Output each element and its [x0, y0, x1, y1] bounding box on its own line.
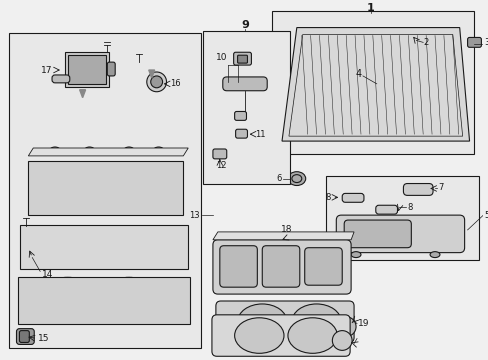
- Text: 9: 9: [241, 19, 249, 30]
- Polygon shape: [20, 225, 188, 269]
- Text: 18: 18: [281, 225, 292, 234]
- FancyBboxPatch shape: [99, 171, 139, 200]
- Text: 1: 1: [366, 3, 374, 13]
- Ellipse shape: [451, 58, 461, 66]
- FancyBboxPatch shape: [336, 215, 464, 253]
- Bar: [203, 31, 289, 184]
- Text: 14: 14: [42, 270, 53, 279]
- Polygon shape: [212, 232, 353, 240]
- FancyBboxPatch shape: [375, 205, 397, 214]
- Text: 7: 7: [437, 183, 443, 192]
- FancyBboxPatch shape: [160, 233, 182, 257]
- Text: 8: 8: [325, 193, 330, 202]
- Ellipse shape: [50, 147, 60, 153]
- Text: 11: 11: [255, 130, 265, 139]
- Bar: [326, 176, 478, 260]
- FancyBboxPatch shape: [35, 166, 89, 205]
- FancyBboxPatch shape: [42, 171, 82, 200]
- FancyBboxPatch shape: [344, 220, 410, 248]
- Text: 4: 4: [355, 69, 362, 79]
- Text: 15: 15: [38, 334, 50, 343]
- Ellipse shape: [350, 252, 360, 257]
- Text: 3: 3: [484, 38, 488, 47]
- Bar: [65, 52, 109, 87]
- Ellipse shape: [294, 114, 308, 124]
- FancyBboxPatch shape: [304, 248, 342, 285]
- Bar: [68, 55, 106, 84]
- FancyBboxPatch shape: [336, 57, 434, 121]
- Ellipse shape: [84, 147, 94, 153]
- Ellipse shape: [156, 290, 184, 318]
- FancyBboxPatch shape: [28, 230, 87, 261]
- Ellipse shape: [291, 304, 341, 339]
- FancyBboxPatch shape: [235, 129, 247, 138]
- FancyBboxPatch shape: [146, 168, 176, 203]
- Text: 19: 19: [357, 319, 369, 328]
- Polygon shape: [80, 90, 85, 98]
- Ellipse shape: [149, 173, 173, 196]
- FancyBboxPatch shape: [237, 55, 247, 63]
- FancyBboxPatch shape: [233, 52, 251, 65]
- Ellipse shape: [154, 177, 168, 192]
- Polygon shape: [28, 161, 183, 215]
- FancyBboxPatch shape: [223, 77, 266, 91]
- FancyBboxPatch shape: [212, 149, 226, 159]
- Ellipse shape: [38, 277, 97, 321]
- FancyBboxPatch shape: [17, 329, 34, 345]
- Bar: [408, 31, 414, 48]
- FancyBboxPatch shape: [220, 246, 257, 287]
- FancyBboxPatch shape: [20, 330, 29, 342]
- FancyBboxPatch shape: [215, 301, 353, 342]
- Polygon shape: [28, 148, 188, 156]
- FancyBboxPatch shape: [234, 112, 246, 120]
- Text: 17: 17: [41, 66, 52, 75]
- FancyBboxPatch shape: [403, 184, 432, 195]
- Text: 16: 16: [170, 79, 181, 88]
- Ellipse shape: [153, 147, 163, 153]
- Ellipse shape: [146, 72, 166, 92]
- FancyBboxPatch shape: [212, 240, 350, 294]
- Bar: [9, 32, 201, 348]
- FancyBboxPatch shape: [101, 230, 155, 261]
- FancyBboxPatch shape: [52, 75, 70, 83]
- Text: 2: 2: [422, 38, 427, 47]
- Ellipse shape: [332, 330, 351, 350]
- Ellipse shape: [237, 304, 286, 339]
- Ellipse shape: [379, 86, 387, 94]
- Bar: [272, 11, 473, 154]
- FancyBboxPatch shape: [467, 37, 480, 47]
- Text: 6: 6: [276, 174, 282, 183]
- Ellipse shape: [124, 147, 134, 153]
- Text: 12: 12: [215, 161, 226, 170]
- FancyBboxPatch shape: [107, 62, 115, 76]
- Ellipse shape: [429, 252, 439, 257]
- Ellipse shape: [234, 318, 284, 353]
- Ellipse shape: [287, 172, 305, 185]
- FancyBboxPatch shape: [94, 166, 143, 205]
- Ellipse shape: [150, 76, 162, 88]
- Ellipse shape: [101, 277, 156, 321]
- Polygon shape: [148, 70, 154, 78]
- Ellipse shape: [301, 58, 311, 66]
- Text: 5: 5: [484, 211, 488, 220]
- FancyBboxPatch shape: [342, 193, 363, 202]
- Text: 13: 13: [189, 211, 200, 220]
- FancyBboxPatch shape: [262, 246, 299, 287]
- Bar: [406, 31, 417, 35]
- Ellipse shape: [287, 318, 337, 353]
- Polygon shape: [282, 28, 468, 141]
- Text: 10: 10: [215, 53, 227, 62]
- Text: 8: 8: [407, 203, 412, 212]
- FancyBboxPatch shape: [211, 315, 349, 356]
- Polygon shape: [19, 277, 190, 324]
- Ellipse shape: [375, 82, 391, 98]
- Ellipse shape: [336, 317, 355, 337]
- Ellipse shape: [447, 114, 461, 124]
